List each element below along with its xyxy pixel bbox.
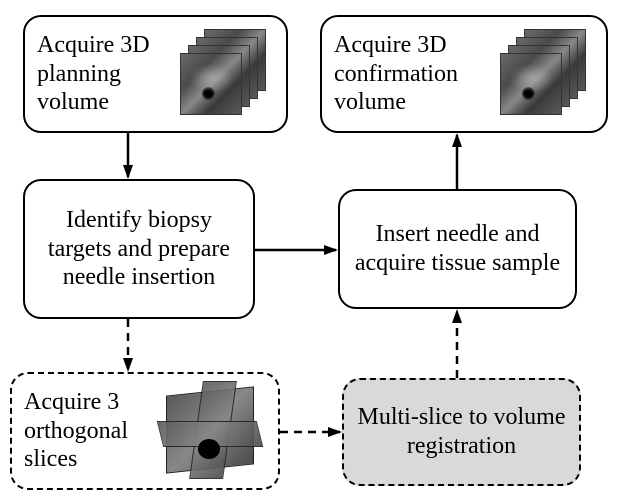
- node-planning-label: Acquire 3D planning volume: [37, 31, 168, 117]
- node-multislice: Multi-slice to volume registration: [342, 378, 581, 486]
- node-identify: Identify biopsy targets and prepare need…: [23, 179, 255, 319]
- node-ortho: Acquire 3 orthogonal slices: [10, 372, 280, 490]
- node-multislice-label: Multi-slice to volume registration: [356, 403, 567, 461]
- mri-stack-icon: [174, 29, 274, 119]
- node-ortho-label: Acquire 3 orthogonal slices: [24, 388, 150, 474]
- ortho-slices-icon: [156, 381, 266, 481]
- mri-stack-icon: [494, 29, 594, 119]
- node-insert-label: Insert needle and acquire tissue sample: [352, 220, 563, 278]
- node-identify-label: Identify biopsy targets and prepare need…: [37, 206, 241, 292]
- node-insert: Insert needle and acquire tissue sample: [338, 189, 577, 309]
- node-planning: Acquire 3D planning volume: [23, 15, 288, 133]
- node-confirm-label: Acquire 3D confirmation volume: [334, 31, 488, 117]
- node-confirm: Acquire 3D confirmation volume: [320, 15, 608, 133]
